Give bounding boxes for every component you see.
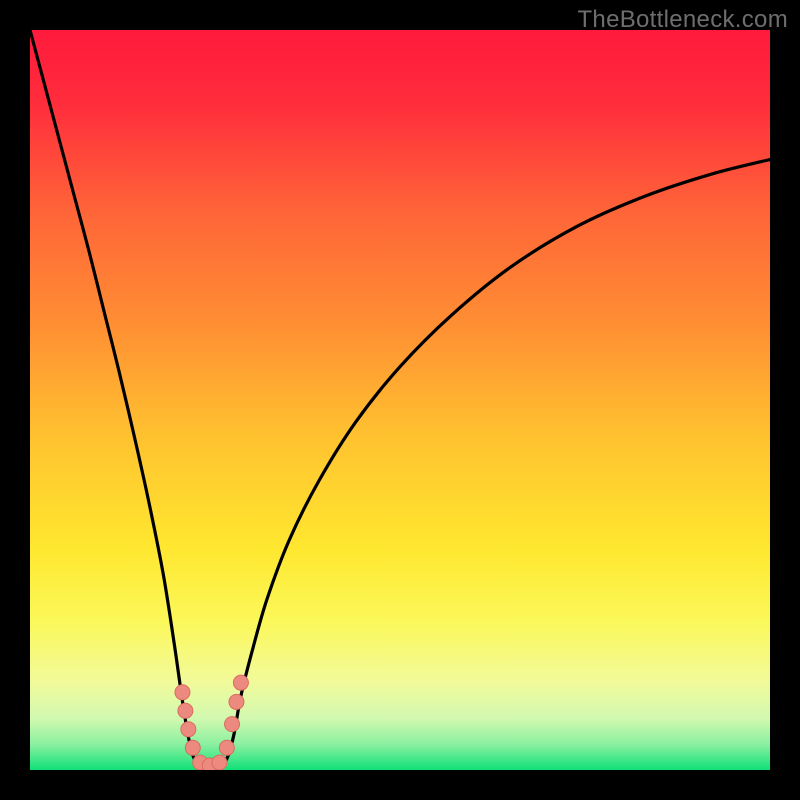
curve-right-branch bbox=[222, 160, 770, 767]
marker-point bbox=[178, 703, 193, 718]
marker-point bbox=[181, 722, 196, 737]
marker-point bbox=[212, 755, 227, 770]
marker-point bbox=[233, 675, 248, 690]
marker-point bbox=[225, 717, 240, 732]
bottleneck-curve bbox=[30, 30, 770, 770]
marker-point bbox=[185, 740, 200, 755]
marker-point bbox=[229, 694, 244, 709]
marker-point bbox=[175, 685, 190, 700]
watermark-text: TheBottleneck.com bbox=[577, 6, 788, 34]
plot-area bbox=[30, 30, 770, 770]
trough-markers bbox=[175, 675, 248, 770]
marker-point bbox=[219, 740, 234, 755]
chart-frame: TheBottleneck.com bbox=[0, 0, 800, 800]
curve-left-branch bbox=[30, 30, 199, 766]
